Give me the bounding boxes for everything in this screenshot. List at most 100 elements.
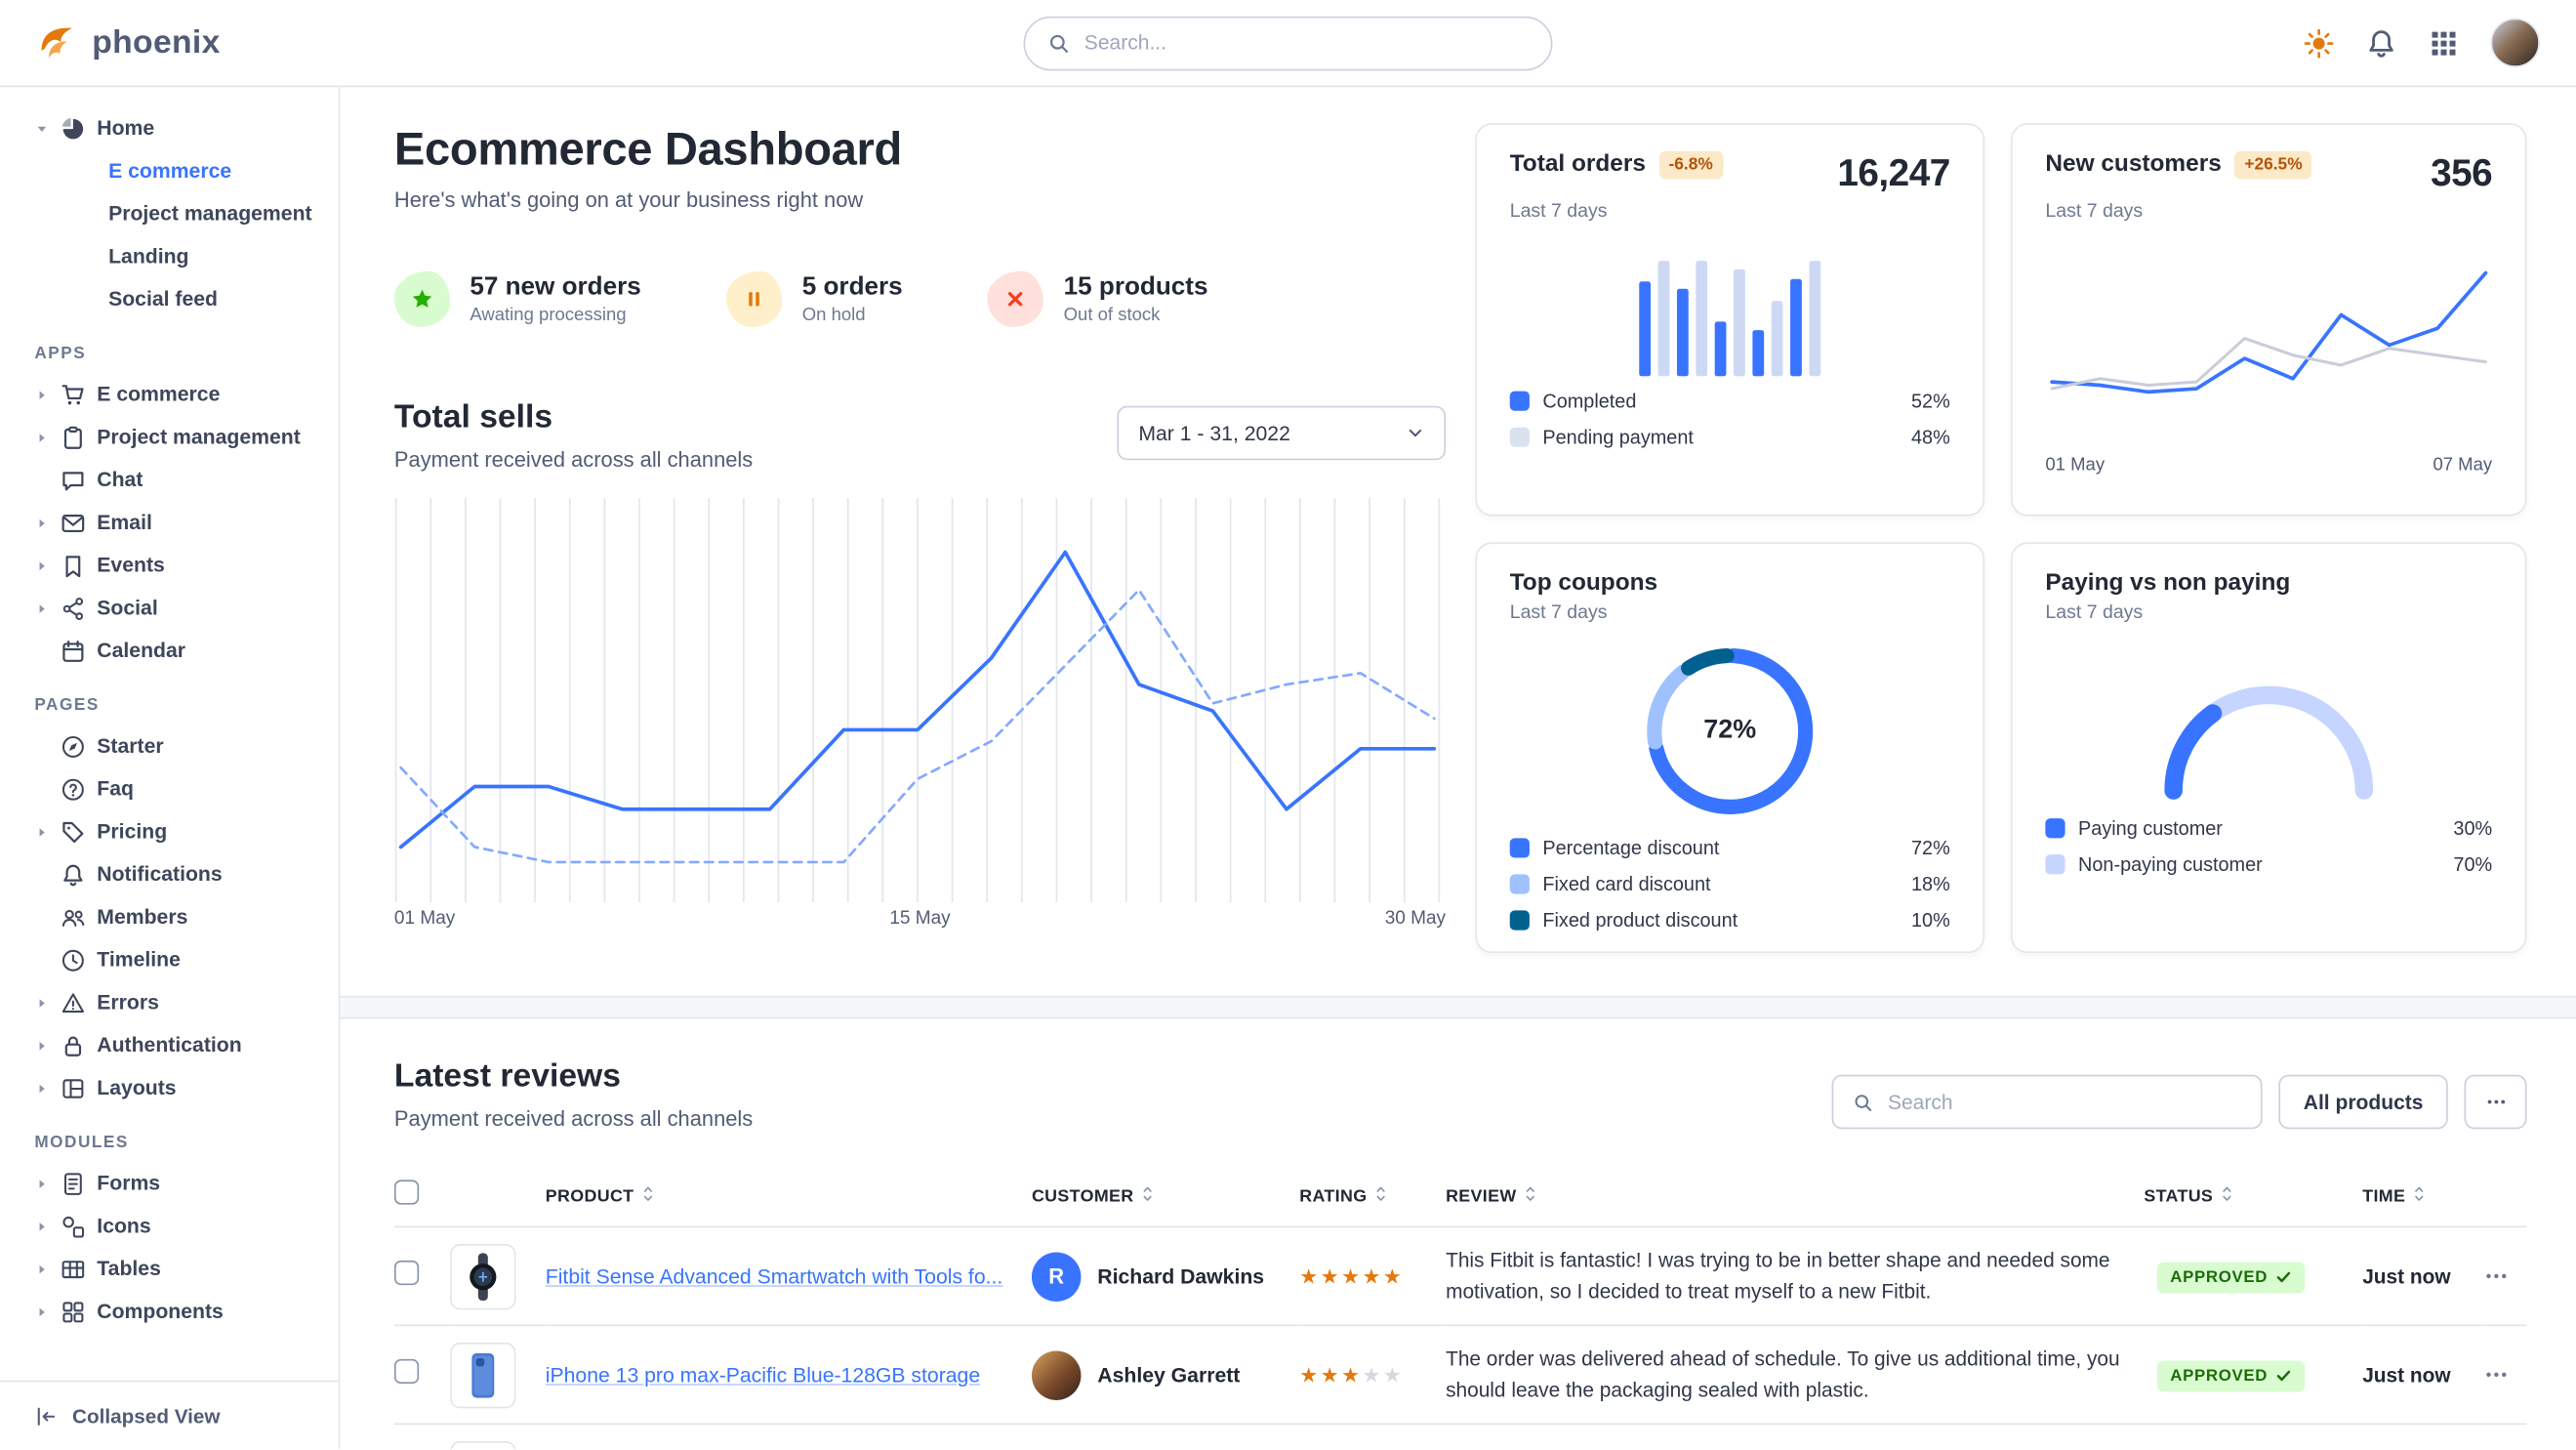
legend-fixed-product-discount: Fixed product discount 10%: [1509, 909, 1950, 932]
reviews-search-input[interactable]: [1887, 1090, 2241, 1114]
product-link[interactable]: Fitbit Sense Advanced Smartwatch with To…: [545, 1264, 1003, 1288]
customer-avatar[interactable]: [1031, 1349, 1082, 1400]
new-customers-card: New customers +26.5% 356 Last 7 days 01 …: [2011, 123, 2527, 517]
sidebar-item-social-feed[interactable]: Social feed: [108, 287, 219, 311]
column-status[interactable]: STATUS: [2144, 1163, 2363, 1228]
product-thumbnail-iphone[interactable]: [450, 1342, 516, 1408]
sidebar-item-members[interactable]: Members: [0, 895, 339, 938]
bookmark-icon: [61, 553, 85, 577]
sidebar-item-email[interactable]: Email: [0, 501, 339, 544]
sidebar-item-authentication[interactable]: Authentication: [0, 1024, 339, 1067]
row-actions-icon[interactable]: [2484, 1264, 2509, 1288]
sidebar-item-home[interactable]: Home: [0, 106, 339, 149]
product-thumbnail-smartwatch[interactable]: [450, 1243, 516, 1309]
sidebar-item-components[interactable]: Components: [0, 1290, 339, 1333]
status-badge: APPROVED: [2156, 1359, 2306, 1391]
review-time: Just now: [2362, 1363, 2451, 1387]
column-product[interactable]: PRODUCT: [545, 1163, 1032, 1228]
total-orders-card: Total orders -6.8% 16,247 Last 7 days Co…: [1475, 123, 1985, 517]
sidebar-item-tables[interactable]: Tables: [0, 1247, 339, 1290]
total-sells-title: Total sells: [393, 398, 553, 436]
page-title: Ecommerce Dashboard: [393, 123, 902, 175]
star-icon: [393, 270, 451, 327]
reviews-table: PRODUCT CUSTOMER RATING REVIEW STATUS TI…: [393, 1163, 2527, 1450]
sidebar-item-icons[interactable]: Icons: [0, 1205, 339, 1248]
column-customer[interactable]: CUSTOMER: [1031, 1163, 1300, 1228]
sidebar-item-errors[interactable]: Errors: [0, 981, 339, 1024]
caret-right-icon: [34, 1219, 49, 1233]
topbar: phoenix: [0, 0, 2576, 88]
user-avatar[interactable]: [2490, 18, 2540, 68]
sidebar-item-forms[interactable]: Forms: [0, 1162, 339, 1205]
search-input[interactable]: [1084, 30, 1529, 55]
apps-grid-icon[interactable]: [2429, 27, 2460, 59]
product-link[interactable]: iPhone 13 pro max-Pacific Blue-128GB sto…: [545, 1363, 981, 1387]
caret-right-icon: [34, 824, 49, 839]
sidebar-item-project-management[interactable]: Project management: [108, 202, 312, 226]
table-row-partial: [393, 1424, 2527, 1450]
sort-icon: [1373, 1184, 1388, 1203]
latest-reviews-title: Latest reviews: [393, 1057, 621, 1095]
review-text: The order was delivered ahead of schedul…: [1446, 1346, 2120, 1401]
select-all-checkbox[interactable]: [393, 1180, 420, 1205]
all-products-button[interactable]: All products: [2278, 1074, 2448, 1130]
sort-icon: [1140, 1184, 1155, 1203]
sidebar-item-ecommerce-app[interactable]: E commerce: [0, 373, 339, 416]
sidebar-item-calendar[interactable]: Calendar: [0, 630, 339, 673]
reviews-more-button[interactable]: [2464, 1074, 2527, 1130]
sidebar-item-faq[interactable]: Faq: [0, 767, 339, 810]
legend-percentage-discount: Percentage discount 72%: [1509, 837, 1950, 859]
sidebar-item-label: Home: [97, 116, 155, 141]
collapse-arrow-icon: [34, 1404, 58, 1428]
sidebar-item-chat[interactable]: Chat: [0, 459, 339, 502]
product-thumbnail[interactable]: [450, 1440, 516, 1450]
sidebar-item-notifications[interactable]: Notifications: [0, 852, 339, 895]
sidebar-item-social[interactable]: Social: [0, 587, 339, 630]
legend-paying-customer: Paying customer 30%: [2045, 816, 2492, 840]
date-range-select[interactable]: Mar 1 - 31, 2022: [1117, 405, 1447, 461]
caret-right-icon: [34, 1038, 49, 1053]
customer-avatar[interactable]: R: [1031, 1251, 1082, 1302]
notifications-bell-icon[interactable]: [2366, 27, 2397, 59]
collapse-sidebar-button[interactable]: Collapsed View: [0, 1380, 339, 1450]
legend-pending-payment: Pending payment 48%: [1509, 426, 1950, 448]
sidebar-item-project-management-app[interactable]: Project management: [0, 416, 339, 459]
latest-reviews-subtitle: Payment received across all channels: [393, 1105, 754, 1131]
sidebar-item-ecommerce[interactable]: E commerce: [108, 159, 232, 183]
bell-icon: [61, 862, 85, 887]
caret-right-icon: [34, 1262, 49, 1276]
latest-reviews-section: Latest reviews Payment received across a…: [340, 1018, 2576, 1450]
column-time[interactable]: TIME: [2362, 1163, 2484, 1228]
sidebar-item-layouts[interactable]: Layouts: [0, 1066, 339, 1109]
brand-logo[interactable]: phoenix: [36, 21, 221, 64]
new-customers-value: 356: [2431, 150, 2493, 194]
chevron-down-icon: [34, 121, 49, 136]
sidebar-item-timeline[interactable]: Timeline: [0, 938, 339, 981]
column-rating[interactable]: RATING: [1299, 1163, 1447, 1228]
page-subtitle: Here's what's going on at your business …: [393, 186, 864, 213]
topbar-actions: [2304, 18, 2540, 68]
global-search[interactable]: [1023, 15, 1553, 70]
caret-right-icon: [34, 558, 49, 572]
sidebar-item-events[interactable]: Events: [0, 544, 339, 587]
row-actions-icon[interactable]: [2484, 1362, 2509, 1387]
components-icon: [61, 1299, 85, 1323]
sidebar-item-landing[interactable]: Landing: [108, 244, 189, 269]
calendar-icon: [61, 639, 85, 663]
caret-right-icon: [34, 387, 49, 401]
customer-avatar[interactable]: [1031, 1448, 1082, 1450]
sidebar-item-starter[interactable]: Starter: [0, 725, 339, 767]
search-icon: [1854, 1092, 1873, 1111]
users-icon: [61, 905, 85, 930]
sidebar-item-pricing[interactable]: Pricing: [0, 810, 339, 853]
row-checkbox[interactable]: [393, 1358, 420, 1384]
row-checkbox[interactable]: [393, 1260, 420, 1285]
column-review[interactable]: REVIEW: [1446, 1163, 2145, 1228]
layout-icon: [61, 1076, 85, 1100]
shapes-icon: [61, 1214, 85, 1238]
theme-toggle-sun-icon[interactable]: [2304, 27, 2335, 59]
cart-icon: [61, 382, 85, 406]
total-orders-value: 16,247: [1837, 150, 1950, 194]
check-icon: [2276, 1268, 2293, 1285]
reviews-search[interactable]: [1831, 1074, 2263, 1130]
